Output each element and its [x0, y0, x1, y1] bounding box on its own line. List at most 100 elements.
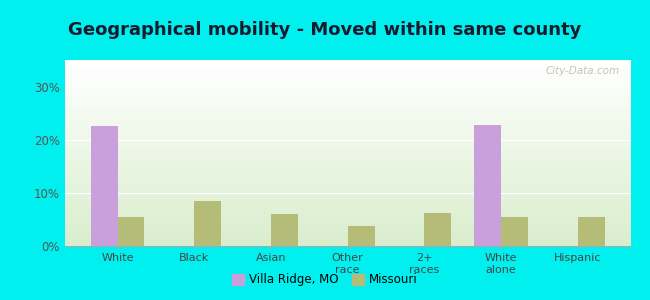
Bar	[65, 172, 630, 173]
Bar	[65, 198, 630, 199]
Bar	[65, 237, 630, 238]
Bar	[65, 95, 630, 96]
Bar	[65, 152, 630, 153]
Bar	[65, 245, 630, 246]
Bar	[65, 155, 630, 156]
Bar	[65, 101, 630, 102]
Bar	[65, 165, 630, 166]
Bar	[65, 149, 630, 150]
Bar	[65, 102, 630, 103]
Bar	[65, 60, 630, 61]
Bar	[65, 223, 630, 224]
Bar	[65, 86, 630, 87]
Bar	[65, 192, 630, 193]
Bar	[65, 201, 630, 202]
Bar	[65, 220, 630, 221]
Bar	[65, 112, 630, 113]
Bar	[65, 141, 630, 142]
Bar	[65, 100, 630, 101]
Bar	[65, 71, 630, 72]
Bar	[65, 219, 630, 220]
Bar	[65, 137, 630, 138]
Bar	[65, 218, 630, 219]
Bar	[65, 131, 630, 132]
Bar	[65, 69, 630, 70]
Bar	[65, 85, 630, 86]
Bar	[65, 111, 630, 112]
Bar	[65, 126, 630, 127]
Bar	[65, 63, 630, 64]
Bar	[65, 176, 630, 177]
Bar	[65, 99, 630, 100]
Bar	[65, 206, 630, 207]
Bar	[65, 92, 630, 94]
Bar	[65, 217, 630, 218]
Bar	[65, 146, 630, 147]
Bar	[65, 177, 630, 178]
Bar	[65, 207, 630, 208]
Bar	[65, 182, 630, 183]
Bar	[65, 174, 630, 175]
Bar	[65, 79, 630, 80]
Bar	[65, 159, 630, 160]
Bar	[65, 74, 630, 75]
Bar	[65, 142, 630, 143]
Bar	[65, 243, 630, 244]
Bar	[65, 231, 630, 232]
Bar	[65, 104, 630, 105]
Bar	[65, 97, 630, 98]
Bar	[65, 226, 630, 227]
Bar	[65, 109, 630, 110]
Bar	[65, 175, 630, 176]
Bar	[65, 144, 630, 145]
Bar	[65, 193, 630, 194]
Bar	[65, 210, 630, 211]
Bar	[65, 140, 630, 141]
Bar	[65, 130, 630, 131]
Bar	[65, 78, 630, 79]
Bar	[474, 125, 501, 246]
Bar	[65, 183, 630, 184]
Bar	[65, 128, 630, 129]
Bar	[65, 242, 630, 243]
Bar	[65, 178, 630, 179]
Bar	[65, 119, 630, 120]
Bar	[65, 88, 630, 89]
Bar	[65, 120, 630, 122]
Bar	[65, 208, 630, 209]
Bar	[65, 132, 630, 133]
Bar	[65, 68, 630, 69]
Bar	[65, 124, 630, 125]
Bar	[65, 199, 630, 200]
Bar	[65, 90, 630, 91]
Bar	[65, 191, 630, 192]
Bar	[65, 122, 630, 123]
Bar	[65, 196, 630, 197]
Bar	[65, 94, 630, 95]
Bar	[65, 157, 630, 158]
Bar	[65, 77, 630, 78]
Bar	[65, 233, 630, 234]
Bar	[65, 194, 630, 195]
Bar	[65, 221, 630, 222]
Bar	[65, 62, 630, 63]
Bar	[65, 125, 630, 126]
Bar	[65, 222, 630, 223]
Bar	[65, 200, 630, 201]
Bar	[65, 168, 630, 169]
Bar	[65, 173, 630, 174]
Bar	[65, 103, 630, 104]
Bar	[65, 98, 630, 99]
Bar	[65, 202, 630, 203]
Bar	[65, 89, 630, 90]
Bar	[65, 180, 630, 181]
Bar	[65, 139, 630, 140]
Bar	[65, 114, 630, 115]
Bar	[65, 160, 630, 161]
Bar	[65, 234, 630, 235]
Bar	[65, 238, 630, 239]
Bar	[65, 134, 630, 135]
Bar	[65, 164, 630, 165]
Bar	[65, 236, 630, 237]
Bar	[65, 75, 630, 76]
